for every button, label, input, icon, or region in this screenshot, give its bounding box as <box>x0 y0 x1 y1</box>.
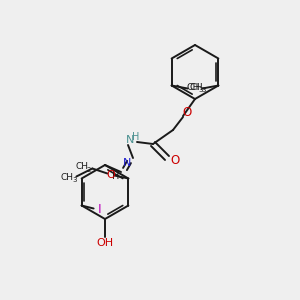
Text: 3: 3 <box>198 88 202 94</box>
Text: N: N <box>126 135 134 145</box>
Text: OH: OH <box>96 238 114 248</box>
Text: N: N <box>123 158 131 168</box>
Text: O: O <box>106 169 115 179</box>
Text: 2: 2 <box>86 167 91 172</box>
Text: 3: 3 <box>201 88 206 94</box>
Text: I: I <box>98 203 101 216</box>
Text: CH: CH <box>61 173 74 182</box>
Text: CH: CH <box>76 162 89 171</box>
Text: CH: CH <box>190 83 203 92</box>
Text: 3: 3 <box>72 178 76 184</box>
Text: H: H <box>132 132 140 142</box>
Text: H: H <box>112 171 120 181</box>
Text: O: O <box>182 106 192 118</box>
Text: CH: CH <box>187 83 200 92</box>
Text: O: O <box>170 154 180 166</box>
